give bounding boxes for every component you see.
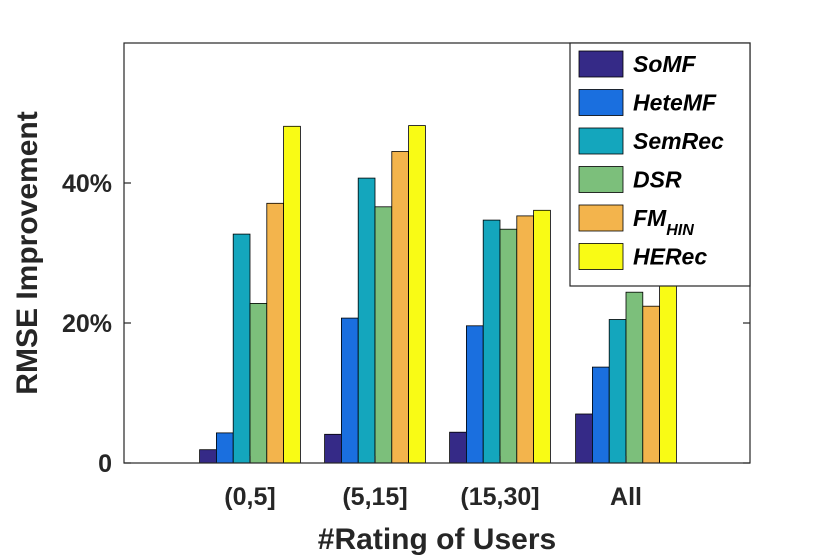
bar-semrec-0 [232, 233, 251, 464]
y-tick-label: 20% [62, 310, 112, 338]
bar-semrec-1 [357, 177, 376, 464]
bar-hetemf-0 [215, 432, 234, 464]
bar-herec-0 [283, 125, 301, 464]
bar-somf-3 [575, 413, 593, 464]
bars-group [199, 125, 677, 464]
bar-fm-0 [266, 202, 284, 464]
bar-fm-1 [391, 151, 409, 464]
y-tick-label: 0 [98, 450, 112, 478]
bar-somf-2 [449, 431, 467, 464]
bar-semrec-2 [482, 219, 501, 464]
legend-label-dsr: DSR [633, 167, 682, 193]
bar-dsr-0 [249, 302, 268, 464]
legend-label-semrec: SemRec [633, 128, 724, 154]
bar-herec-3 [659, 277, 677, 464]
x-tick-label: (5,15] [342, 483, 407, 511]
x-tick-label: (15,30] [460, 483, 539, 511]
x-tick-label: All [610, 483, 642, 511]
bar-hetemf-2 [465, 325, 484, 464]
y-axis: 0 20% 40% [62, 170, 750, 478]
legend-swatch-semrec [578, 127, 624, 155]
legend-swatch-hetemf [578, 89, 624, 116]
x-axis-label: #Rating of Users [318, 523, 556, 556]
legend-swatch-fm [578, 204, 624, 232]
legend-label-somf: SoMF [633, 51, 697, 77]
bar-somf-0 [199, 449, 217, 464]
legend-label-herec: HERec [633, 244, 707, 270]
bar-fm-3 [642, 305, 660, 464]
bar-semrec-3 [608, 319, 627, 464]
bar-hetemf-3 [592, 366, 610, 464]
legend-swatch-herec [578, 243, 624, 270]
legend-swatch-somf [578, 50, 624, 78]
bar-herec-2 [533, 209, 551, 464]
y-tick-label: 40% [62, 170, 112, 198]
legend-swatch-dsr [578, 166, 624, 193]
bar-herec-1 [408, 125, 426, 464]
bar-dsr-3 [625, 291, 644, 464]
bar-dsr-2 [499, 228, 518, 464]
bar-hetemf-1 [340, 317, 359, 464]
bar-fm-2 [516, 215, 534, 464]
x-axis: (0,5] (5,15] (15,30] All [224, 456, 642, 511]
x-tick-label: (0,5] [224, 483, 275, 511]
bar-dsr-1 [374, 206, 393, 464]
bar-somf-1 [324, 433, 342, 464]
y-axis-label: RMSE Improvement [11, 111, 44, 394]
legend-label-hetemf: HeteMF [633, 90, 717, 116]
